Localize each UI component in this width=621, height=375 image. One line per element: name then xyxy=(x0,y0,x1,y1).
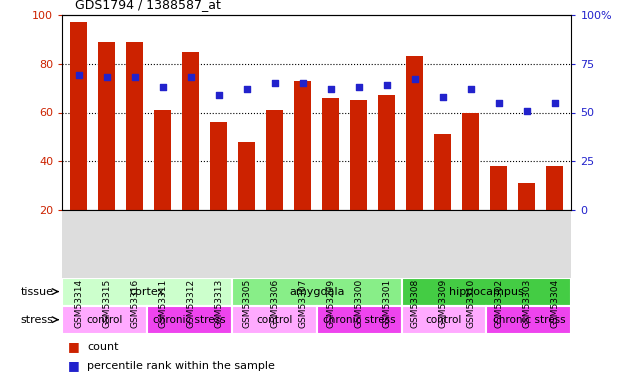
Point xyxy=(522,108,532,114)
Text: cortex: cortex xyxy=(129,286,165,297)
Text: percentile rank within the sample: percentile rank within the sample xyxy=(87,361,275,370)
Bar xyxy=(546,166,563,210)
Point xyxy=(186,74,196,80)
Point xyxy=(382,82,392,88)
Bar xyxy=(322,98,339,210)
Point xyxy=(354,84,364,90)
Point xyxy=(438,94,448,100)
Text: ■: ■ xyxy=(68,359,80,372)
Point xyxy=(410,76,420,82)
Text: ■: ■ xyxy=(68,340,80,353)
Point xyxy=(297,80,307,86)
Bar xyxy=(99,42,116,210)
Bar xyxy=(232,278,402,306)
Point xyxy=(102,74,112,80)
Text: control: control xyxy=(426,315,462,325)
Text: control: control xyxy=(86,315,123,325)
Bar xyxy=(238,142,255,210)
Bar xyxy=(434,135,451,210)
Text: control: control xyxy=(256,315,292,325)
Bar xyxy=(211,122,227,210)
Text: chronic stress: chronic stress xyxy=(323,315,396,325)
Bar xyxy=(232,306,317,334)
Text: hippocampus: hippocampus xyxy=(449,286,524,297)
Bar xyxy=(317,306,402,334)
Bar xyxy=(518,183,535,210)
Text: chronic stress: chronic stress xyxy=(492,315,565,325)
Bar xyxy=(62,278,232,306)
Bar xyxy=(147,306,232,334)
Bar xyxy=(350,100,367,210)
Bar xyxy=(486,306,571,334)
Bar xyxy=(155,110,171,210)
Point xyxy=(242,86,252,92)
Bar xyxy=(462,112,479,210)
Text: stress: stress xyxy=(20,315,53,325)
Bar xyxy=(62,306,147,334)
Text: count: count xyxy=(87,342,119,352)
Text: amygdala: amygdala xyxy=(289,286,345,297)
Text: GDS1794 / 1388587_at: GDS1794 / 1388587_at xyxy=(75,0,220,11)
Point xyxy=(466,86,476,92)
Point xyxy=(326,86,336,92)
Bar xyxy=(490,166,507,210)
Point xyxy=(494,100,504,106)
Bar xyxy=(71,22,88,210)
Bar xyxy=(378,96,395,210)
Bar xyxy=(183,52,199,210)
Bar xyxy=(402,278,571,306)
Point xyxy=(130,74,140,80)
Point xyxy=(74,72,84,78)
Text: chronic stress: chronic stress xyxy=(153,315,225,325)
Bar xyxy=(127,42,143,210)
Point xyxy=(158,84,168,90)
Point xyxy=(214,92,224,98)
Point xyxy=(270,80,279,86)
Bar xyxy=(294,81,311,210)
Text: tissue: tissue xyxy=(20,286,53,297)
Bar xyxy=(406,57,423,210)
Bar xyxy=(402,306,486,334)
Bar xyxy=(266,110,283,210)
Point xyxy=(550,100,560,106)
